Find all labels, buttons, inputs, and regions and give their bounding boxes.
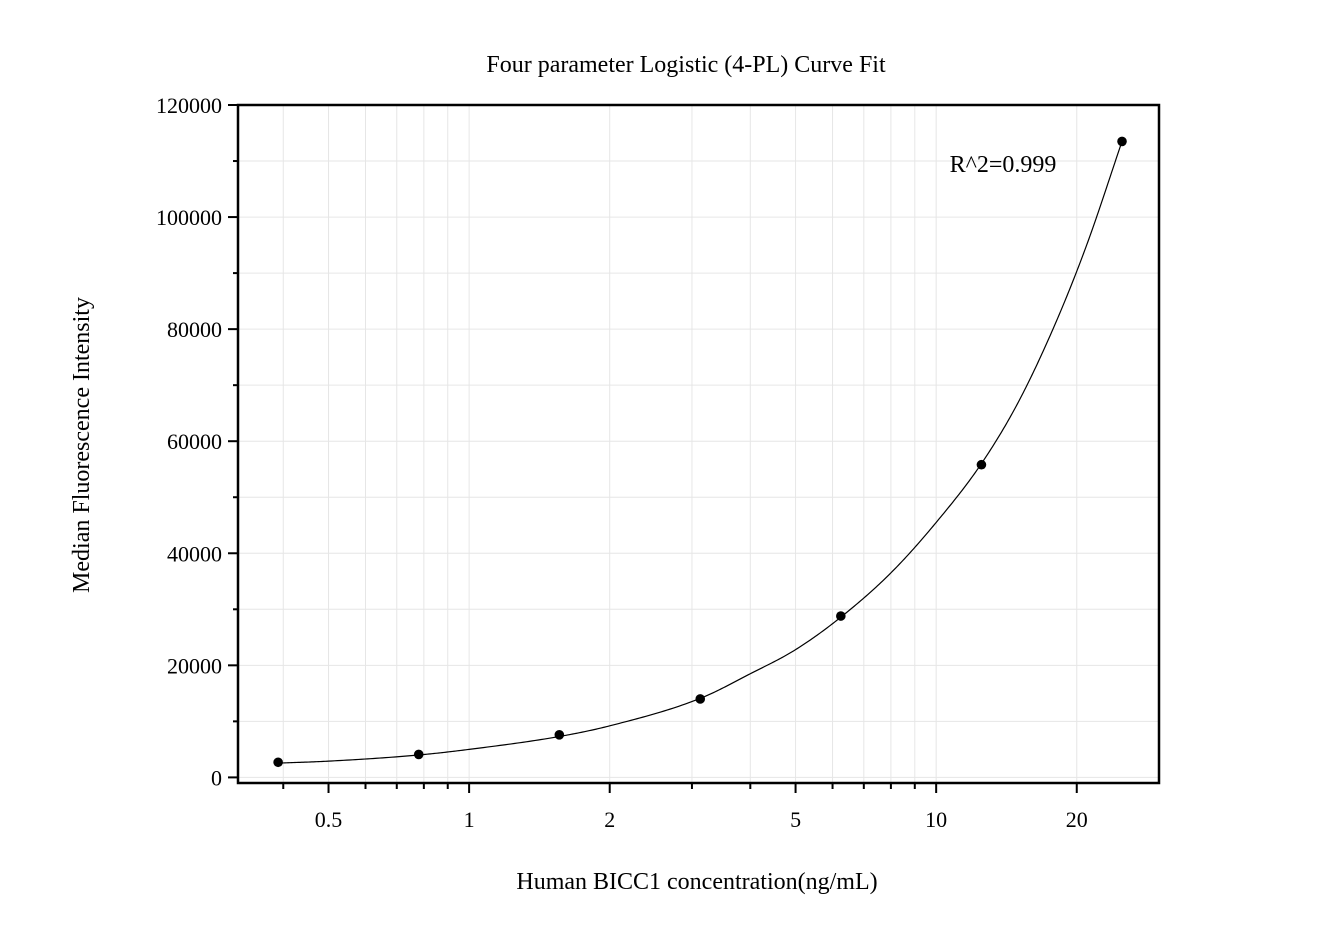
y-tick-label: 0: [211, 765, 222, 790]
chart-title: Four parameter Logistic (4-PL) Curve Fit: [486, 52, 886, 78]
data-points-layer: [273, 136, 1127, 768]
y-tick-label: 60000: [167, 429, 222, 454]
data-point: [976, 459, 987, 470]
grid-lines: [238, 105, 1159, 783]
x-tick-label: 0.5: [315, 807, 343, 832]
y-tick-label: 40000: [167, 541, 222, 566]
data-point: [695, 694, 706, 704]
plot-frame: [236, 103, 1161, 785]
x-tick-label: 1: [464, 807, 475, 832]
x-axis-label: Human BICC1 concentration(ng/mL): [516, 869, 877, 895]
y-tick-label: 80000: [167, 317, 222, 342]
fit-curve-line: [278, 141, 1123, 764]
data-point: [413, 749, 424, 760]
data-point: [273, 757, 283, 768]
x-tick-label: 10: [925, 807, 947, 832]
data-point: [554, 730, 565, 740]
y-axis-label: Median Fluorescence Intensity: [69, 297, 95, 593]
x-tick-label: 5: [790, 807, 801, 832]
x-tick-label: 20: [1066, 807, 1088, 832]
fit-curve-layer: [278, 141, 1123, 764]
axis-ticks: 0.5 1 2 5 10 20 0 20000 40000 60000 80000 100000 120…: [156, 93, 1088, 832]
data-point: [1117, 136, 1127, 147]
y-tick-label: 100000: [156, 205, 222, 230]
x-tick-label: 2: [604, 807, 615, 832]
r-squared-annotation: R^2=0.999: [950, 152, 1057, 178]
y-tick-label: 20000: [167, 653, 222, 678]
data-point: [836, 611, 846, 621]
y-tick-label: 120000: [156, 93, 222, 118]
